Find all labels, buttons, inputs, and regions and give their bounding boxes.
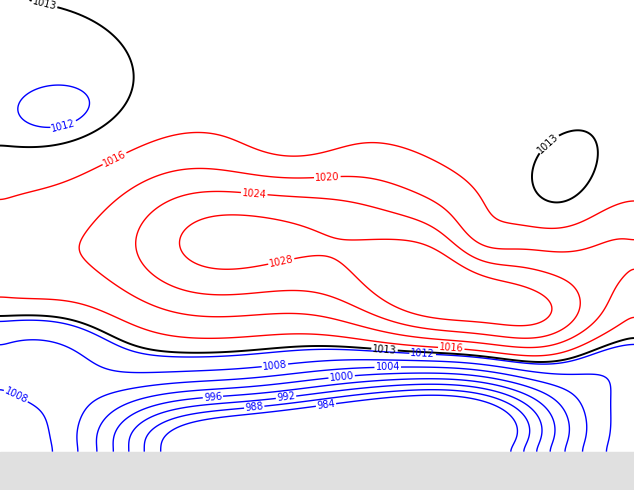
Text: 1008: 1008	[262, 359, 288, 371]
Text: 1008: 1008	[3, 386, 29, 406]
Text: 1020: 1020	[315, 172, 340, 183]
Text: 1013: 1013	[372, 343, 397, 356]
Text: ©weatheronline.co.uk: ©weatheronline.co.uk	[494, 478, 629, 488]
Text: Sa 28-09-2024 18:00 UTC (06+132): Sa 28-09-2024 18:00 UTC (06+132)	[373, 463, 629, 475]
Text: 1004: 1004	[375, 362, 400, 372]
Text: 1028: 1028	[268, 254, 294, 269]
Text: 996: 996	[204, 391, 223, 403]
Text: 1013: 1013	[32, 0, 58, 12]
Text: 1012: 1012	[50, 118, 77, 133]
Text: 1016: 1016	[101, 149, 127, 169]
Text: 1016: 1016	[439, 343, 464, 354]
Text: 1013: 1013	[536, 131, 560, 155]
Text: 1024: 1024	[242, 188, 267, 199]
Text: 1012: 1012	[410, 348, 435, 360]
Text: 984: 984	[316, 399, 336, 411]
Text: Surface pressure [hPa] EC (AIFS): Surface pressure [hPa] EC (AIFS)	[5, 463, 261, 475]
Text: 988: 988	[245, 401, 264, 413]
Text: 1000: 1000	[329, 370, 354, 383]
Text: 992: 992	[276, 391, 296, 403]
